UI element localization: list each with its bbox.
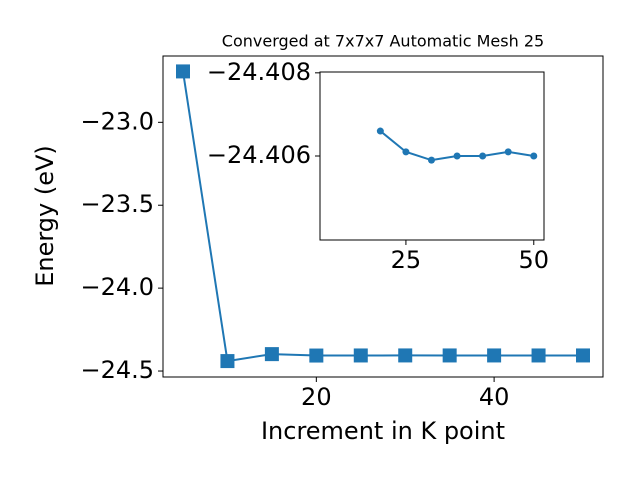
marker: [376, 127, 384, 135]
y-tick-label: −24.5: [80, 356, 154, 384]
x-tick-label: 50: [518, 246, 549, 274]
marker: [402, 148, 410, 156]
marker: [530, 152, 538, 160]
marker: [176, 64, 190, 79]
marker: [531, 348, 546, 363]
marker: [442, 348, 457, 363]
marker: [398, 348, 413, 363]
axes-frame: [162, 55, 604, 378]
plot-area: [320, 72, 544, 240]
x-tick-label: 20: [301, 383, 332, 411]
x-axis-label: Increment in K point: [261, 417, 505, 445]
marker: [309, 348, 324, 363]
x-tick-label: 40: [479, 383, 510, 411]
y-tick-label: −23.5: [80, 190, 154, 218]
marker: [220, 354, 235, 369]
marker: [504, 148, 512, 156]
series-line: [182, 71, 584, 363]
marker: [264, 347, 279, 362]
marker: [353, 348, 368, 363]
y-axis-label: Energy (eV): [31, 145, 59, 287]
y-tick-label: −24.408: [207, 58, 311, 86]
marker: [479, 152, 487, 160]
y-tick-label: −24.0: [80, 273, 154, 301]
y-tick-label: −24.406: [207, 141, 311, 169]
x-tick-label: 25: [391, 246, 422, 274]
marker: [576, 348, 590, 363]
plot-clip: [176, 64, 590, 369]
y-tick-label: −23.0: [80, 107, 154, 135]
marker: [427, 156, 435, 164]
chart-title: Converged at 7x7x7 Automatic Mesh 25: [222, 32, 544, 51]
marker: [487, 348, 502, 363]
plot-clip: [376, 127, 538, 164]
marker: [453, 152, 461, 160]
